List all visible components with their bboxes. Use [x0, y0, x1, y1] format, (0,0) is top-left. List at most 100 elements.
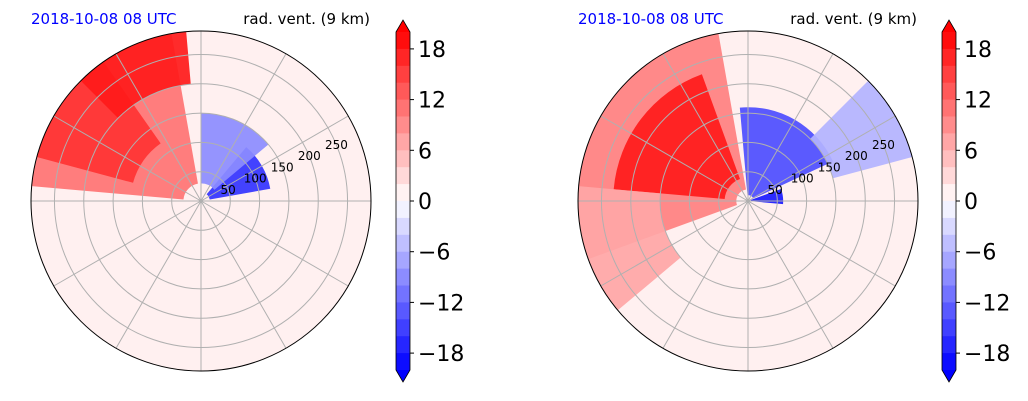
panel-left-radial-labels: 50 100 150 200 250 [220, 138, 347, 197]
colorbar-band [396, 48, 410, 67]
radial-tick-label: 250 [872, 138, 895, 152]
colorbar-band [942, 302, 956, 320]
colorbar-band [396, 99, 410, 118]
colorbar-tick-label: −12 [964, 291, 1010, 316]
colorbar-extend-max [942, 20, 956, 32]
panel-right-polar-grid [577, 30, 919, 372]
colorbar-tick-label: 12 [418, 89, 446, 114]
colorbar-outline [395, 19, 411, 383]
panel-left-variable-title: rad. vent. (9 km) [243, 10, 370, 28]
panel-right-timestamp: 2018-10-08 08 UTC [578, 10, 724, 28]
colorbar-tick-label: −12 [418, 291, 464, 316]
colorbar-band [396, 336, 410, 354]
colorbar-tick-label: −18 [964, 342, 1010, 367]
colorbar-band [942, 32, 956, 50]
colorbar-band [942, 319, 956, 337]
colorbar-extend-min [942, 370, 956, 382]
outbound-velocity-region [80, 31, 191, 119]
colorbar-band [942, 65, 956, 84]
panel-right-colorbar [941, 19, 960, 383]
panel-right-velocity-field [578, 31, 918, 371]
colorbar-band [396, 217, 410, 236]
colorbar-band [942, 251, 956, 270]
colorbar-band [942, 116, 956, 134]
panel-right-radial-labels: 50 100 150 200 250 [767, 138, 894, 197]
colorbar-tick-label: 6 [964, 139, 978, 164]
colorbar-band [942, 82, 956, 101]
azimuth-spoke [747, 53, 834, 202]
colorbar-band [942, 268, 956, 287]
azimuth-spoke [600, 200, 749, 287]
azimuth-spoke [200, 200, 349, 287]
colorbar-band [942, 353, 956, 371]
outbound-velocity-region [613, 74, 740, 199]
panel-left-polar-grid [30, 30, 372, 372]
radial-tick-label: 50 [767, 183, 782, 197]
colorbar-tick-label: −6 [964, 241, 996, 266]
colorbar-tick-label: 12 [964, 89, 992, 114]
radial-tick-label: 200 [298, 149, 321, 163]
panel-left-colorbar-ticks: 18 12 6 0 −6 −12 −18 [418, 38, 464, 367]
radial-tick-label: 100 [244, 172, 267, 186]
azimuth-spoke [200, 53, 287, 202]
azimuth-spoke [200, 115, 349, 202]
azimuth-spoke [200, 200, 287, 349]
colorbar-band [942, 184, 956, 202]
colorbar-outline [941, 19, 957, 383]
colorbar-tick-label: −6 [418, 241, 450, 266]
colorbar-band [396, 184, 410, 202]
inbound-velocity-region [750, 188, 784, 205]
radial-tick-label: 50 [220, 183, 235, 197]
azimuth-spoke [662, 53, 749, 202]
colorbar-band [396, 167, 410, 185]
azimuth-spoke [53, 115, 202, 202]
radial-tick-label: 100 [791, 172, 814, 186]
radial-tick-label: 150 [818, 160, 841, 174]
polar-frame [30, 30, 372, 372]
colorbar-band [942, 336, 956, 354]
azimuth-spoke [600, 115, 749, 202]
panel-right-colorbar-ticks: 18 12 6 0 −6 −12 −18 [964, 38, 1010, 367]
panel-left-colorbar [395, 19, 414, 383]
colorbar-band [396, 82, 410, 101]
colorbar-tick-label: 18 [964, 38, 992, 63]
colorbar-band [942, 167, 956, 185]
colorbar-band [942, 133, 956, 151]
panel-left-timestamp: 2018-10-08 08 UTC [31, 10, 177, 28]
colorbar-band [942, 217, 956, 236]
radial-tick-label: 150 [271, 160, 294, 174]
colorbar-tick-label: 18 [418, 38, 446, 63]
outbound-velocity-region [578, 186, 681, 311]
colorbar-band [396, 302, 410, 320]
polar-panel-right: 2018-10-08 08 UTC rad. vent. (9 km) 50 1… [577, 10, 1010, 383]
colorbar-band [942, 285, 956, 303]
colorbar-band [396, 201, 410, 219]
colorbar-band [396, 353, 410, 371]
colorbar-tick-label: −18 [418, 342, 464, 367]
colorbar-band [942, 234, 956, 253]
colorbar-band [942, 48, 956, 67]
colorbar-band [396, 285, 410, 303]
colorbar-band [396, 319, 410, 337]
colorbar-band [942, 201, 956, 219]
azimuth-spoke [115, 53, 202, 202]
panel-right-variable-title: rad. vent. (9 km) [790, 10, 917, 28]
azimuth-spoke [747, 200, 896, 287]
azimuth-spoke [662, 200, 749, 349]
colorbar-extend-max [396, 20, 410, 32]
colorbar-band [396, 234, 410, 253]
polar-panel-left: 2018-10-08 08 UTC rad. vent. (9 km) 50 1… [30, 10, 464, 383]
azimuth-spoke [115, 200, 202, 349]
colorbar-band [396, 150, 410, 168]
azimuth-spoke [53, 200, 202, 287]
colorbar-band [396, 133, 410, 151]
colorbar-tick-label: 0 [418, 190, 432, 215]
outbound-velocity-region [36, 61, 161, 183]
colorbar-band [396, 65, 410, 84]
colorbar-band [942, 99, 956, 118]
azimuth-spoke [747, 200, 834, 349]
polar-frame [577, 30, 919, 372]
azimuth-spoke [747, 115, 896, 202]
radial-tick-label: 200 [845, 149, 868, 163]
